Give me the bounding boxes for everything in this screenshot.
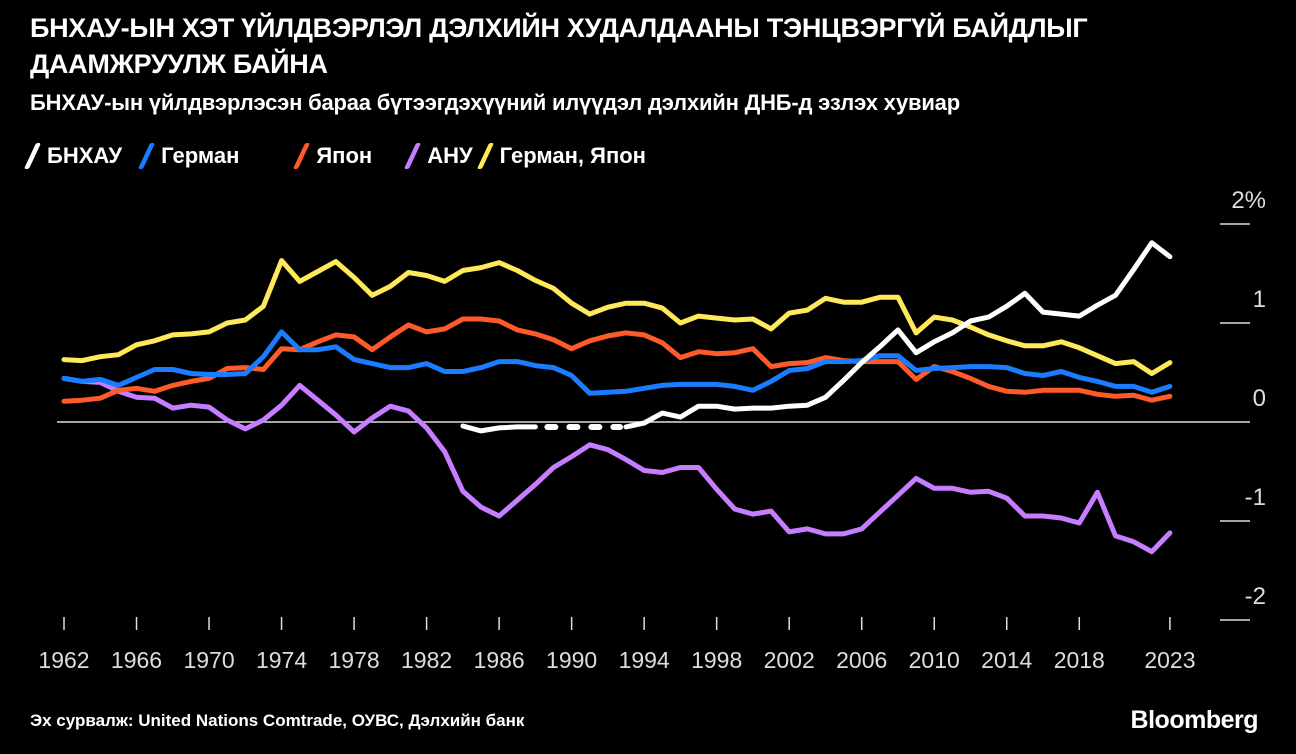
y-tick-label: 0 [1253, 385, 1266, 412]
y-tick-label: 2% [1231, 187, 1266, 214]
x-tick-label: 2018 [1054, 647, 1105, 673]
x-tick-label: 2010 [909, 647, 960, 673]
legend-item-germany-japan: Герман, Япон [476, 143, 646, 169]
x-tick-label: 2006 [836, 647, 887, 673]
legend-item-japan: Япон [293, 143, 373, 169]
legend-item-china: БНХАУ [23, 143, 123, 169]
chart-subtitle: БНХАУ-ын үйлдвэрлэсэн бараа бүтээгдэхүүн… [30, 90, 960, 115]
series-line-0 [460, 423, 538, 434]
legend-label: Герман [161, 143, 240, 168]
x-tick-label: 2023 [1144, 647, 1195, 673]
x-tick-label: 1970 [183, 647, 234, 673]
x-tick-label: 1998 [691, 647, 742, 673]
y-tick-label: -1 [1245, 484, 1266, 511]
series-line-0 [623, 240, 1173, 430]
legend-label: Япон [316, 143, 373, 168]
series-line-4 [61, 258, 1173, 376]
x-tick-label: 1986 [474, 647, 525, 673]
x-tick-label: 1962 [38, 647, 89, 673]
x-tick-label: 1978 [328, 647, 379, 673]
x-tick-label: 2014 [981, 647, 1032, 673]
legend-item-germany: Герман [138, 143, 240, 169]
legend: БНХАУ Герман Япон АНУ Герман, Япон [23, 143, 668, 169]
bloomberg-logo: Bloomberg [1130, 706, 1259, 734]
legend-item-usa: АНУ [404, 143, 473, 169]
x-tick-label: 1966 [111, 647, 162, 673]
source-note: Эх сурвалж: United Nations Comtrade, ОУВ… [30, 711, 525, 730]
x-tick-label: 1990 [546, 647, 597, 673]
series-line-1 [61, 329, 1173, 396]
x-tick-label: 1982 [401, 647, 452, 673]
x-tick-label: 1994 [619, 647, 670, 673]
legend-label: БНХАУ [47, 143, 123, 168]
y-tick-label: -2 [1245, 583, 1266, 610]
y-tick-label: 1 [1253, 286, 1266, 313]
series-line-3 [61, 375, 1173, 555]
x-tick-label: 2002 [764, 647, 815, 673]
chart-title: БНХАУ-ЫН ХЭТ ҮЙЛДВЭРЛЭЛ ДЭЛХИЙН ХУДАЛДАА… [30, 13, 1088, 79]
x-tick-label: 1974 [256, 647, 307, 673]
legend-label: Герман, Япон [499, 143, 646, 168]
series-line-2 [61, 316, 1173, 404]
legend-label: АНУ [427, 143, 473, 168]
